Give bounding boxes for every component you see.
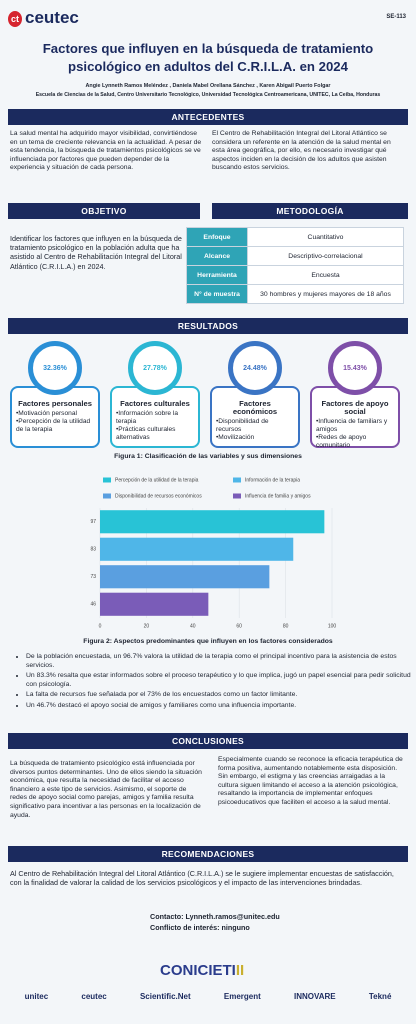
legend-swatch: [233, 493, 241, 499]
legend-swatch: [233, 477, 241, 483]
factor-item: •Disponibilidad de recursos: [216, 418, 269, 433]
section-header: ANTECEDENTES: [8, 109, 408, 125]
table-key: Enfoque: [186, 227, 248, 247]
legend-label: Disponibilidad de recursos económicos: [115, 493, 202, 499]
section-header: CONCLUSIONES: [8, 733, 408, 749]
authors: Angie Lynneth Ramos Meléndez , Daniela M…: [85, 83, 331, 89]
table-row: Herramienta Encuesta: [186, 265, 404, 285]
factor-title: Factores culturales: [120, 399, 190, 408]
factor-percent: 24.48%: [228, 341, 282, 395]
chart: Percepción de la utilidad de la terapia I…: [90, 477, 337, 629]
logo-row: unitec ceutec Scientific.Net Emergent INNOVA…: [8, 992, 408, 1001]
table-value: Cuantitativo: [247, 227, 404, 247]
bullet-list: De la población encuestada, un 96.7% val…: [14, 653, 416, 713]
event-logo: CONICIETIII: [160, 962, 244, 979]
factor-item: •Movilización: [216, 434, 255, 441]
y-tick-label: 97: [90, 519, 96, 525]
paragraph: Especialmente cuando se reconoce la efic…: [218, 756, 403, 806]
contact: Contacto: Lynneth.ramos@unitec.edu: [150, 912, 280, 921]
table-value: 30 hombres y mujeres mayores de 18 años: [247, 284, 404, 304]
partner-logo: Emergent: [223, 992, 261, 1001]
conflict: Conflicto de interés: ninguno: [150, 923, 250, 932]
factor-title: Factores de apoyo social: [321, 399, 389, 416]
factor-percent: 32.36%: [28, 341, 82, 395]
table-row: Alcance Descriptivo-correlacional: [186, 246, 404, 266]
bar: [100, 510, 325, 534]
factor-item: •Influencia de familiars y amigos: [316, 418, 388, 433]
poster-code: SE-113: [386, 14, 406, 20]
y-tick-label: 46: [90, 602, 96, 608]
factor-item: •Percepción de la utilidad de la terapia: [16, 418, 91, 433]
paragraph: La búsqueda de tratamiento psicológico e…: [10, 760, 202, 819]
caption: Figura 2: Aspectos predominantes que inf…: [83, 638, 333, 645]
table-value: Descriptivo-correlacional: [247, 246, 404, 266]
factor-box: Factores personales •Motivación personal •…: [10, 386, 100, 448]
x-tick-label: 40: [190, 623, 196, 629]
paragraph: La salud mental ha adquirido mayor visib…: [10, 130, 202, 172]
factor-box: Factores económicos •Disponibilidad de re…: [210, 386, 300, 448]
legend-label: Influencia de familia y amigos: [245, 493, 311, 499]
factor-item: •Redes de apoyo comunitario: [316, 434, 367, 449]
section-header: OBJETIVO: [8, 203, 200, 219]
event-edition: II: [235, 962, 245, 979]
x-tick-label: 20: [144, 623, 150, 629]
factor-item: •Información sobre la terapia: [116, 410, 179, 425]
table-row: Enfoque Cuantitativo: [186, 227, 404, 247]
logo: ct ceutec: [8, 8, 79, 28]
bar: [100, 565, 270, 589]
legend-label: Información de la terapia: [245, 477, 300, 483]
factor-title: Factores personales: [18, 399, 92, 408]
table-value: Encuesta: [247, 265, 404, 285]
y-tick-label: 73: [90, 574, 96, 580]
paragraph: El Centro de Rehabilitación Integral del…: [212, 130, 391, 172]
legend-label: Percepción de la utilidad de la terapia: [115, 477, 199, 483]
table-key: Alcance: [186, 246, 248, 266]
method-table: Enfoque Cuantitativo Alcance Descriptivo-co…: [186, 227, 404, 304]
bar: [100, 537, 294, 561]
bullet: Un 46.7% destacó el apoyo social de amig…: [26, 702, 416, 711]
partner-logo: Tekné: [368, 992, 392, 1001]
partner-logo: ceutec: [81, 992, 107, 1001]
event-name: CONICIETI: [160, 962, 236, 979]
x-tick-label: 80: [283, 623, 289, 629]
section-header: RESULTADOS: [8, 318, 408, 334]
factor-percent: 27.78%: [128, 341, 182, 395]
paragraph: Identificar los factores que influyen en…: [10, 234, 182, 271]
factor-box: Factores culturales •Información sobre la…: [110, 386, 200, 448]
factor-item: •Motivación personal: [16, 410, 77, 417]
legend-swatch: [103, 493, 111, 499]
x-tick-label: 60: [236, 623, 242, 629]
x-tick-label: 0: [99, 623, 102, 629]
bar: [100, 592, 209, 616]
section-header: RECOMENDACIONES: [8, 846, 408, 862]
paragraph: Al Centro de Rehabilitación Integral del…: [10, 869, 394, 888]
factor-percent: 15.43%: [328, 341, 382, 395]
bullet: Un 83.3% resalta que estar informados so…: [26, 672, 416, 689]
title: Factores que influyen en la búsqueda de …: [42, 41, 374, 74]
bullet: De la población encuestada, un 96.7% val…: [26, 653, 416, 670]
factor-box: Factores de apoyo social •Influencia de f…: [310, 386, 400, 449]
affiliation: Escuela de Ciencias de la Salud, Centro …: [35, 92, 381, 98]
section-header: METODOLOGÍA: [212, 203, 408, 219]
logo-text: ceutec: [25, 8, 79, 27]
caption: Figura 1: Clasificación de las variables…: [114, 453, 302, 460]
factor-title: Factores económicos: [232, 399, 278, 416]
factor-item: •Prácticas culturales alternativas: [116, 426, 176, 441]
partner-logo: unitec: [24, 992, 49, 1001]
legend-swatch: [103, 477, 111, 483]
partner-logo: INNOVARE: [294, 992, 336, 1001]
y-tick-label: 83: [90, 547, 96, 553]
x-tick-label: 100: [328, 623, 337, 629]
partner-logo: Scientific.Net: [139, 992, 191, 1001]
bullet: La falta de recursos fue señalada por el…: [26, 691, 416, 700]
table-row: N° de muestra 30 hombres y mujeres mayore…: [186, 284, 404, 304]
table-key: N° de muestra: [186, 284, 248, 304]
table-key: Herramienta: [186, 265, 248, 285]
